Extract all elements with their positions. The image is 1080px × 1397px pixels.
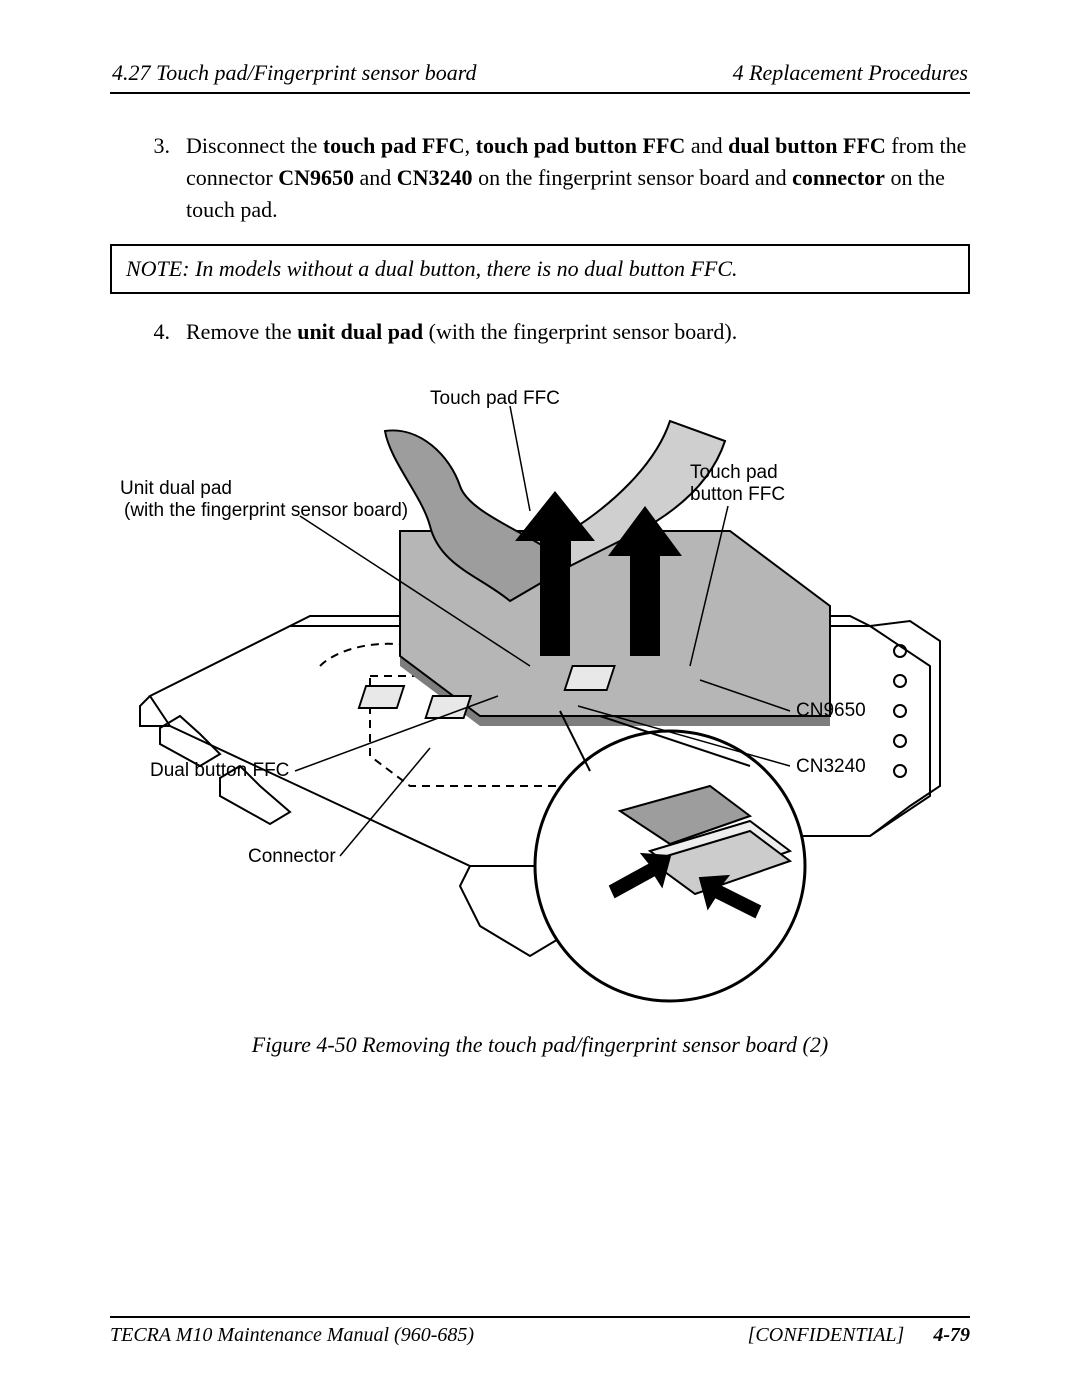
step-number: 4. [110, 316, 186, 348]
label-dual-button-ffc: Dual button FFC [150, 760, 289, 782]
figure-caption: Figure 4-50 Removing the touch pad/finge… [110, 1032, 970, 1058]
page: 4.27 Touch pad/Fingerprint sensor board … [0, 0, 1080, 1397]
step-3: 3. Disconnect the touch pad FFC, touch p… [110, 130, 970, 226]
label-cn3240: CN3240 [796, 756, 866, 778]
footer-right: [CONFIDENTIAL] 4-79 [748, 1324, 970, 1347]
step-number: 3. [110, 130, 186, 226]
footer-confidential: [CONFIDENTIAL] [748, 1324, 905, 1346]
page-footer: TECRA M10 Maintenance Manual (960-685) [… [110, 1316, 970, 1347]
label-cn9650: CN9650 [796, 700, 866, 722]
page-content: 3. Disconnect the touch pad FFC, touch p… [110, 94, 970, 1058]
step-body: Disconnect the touch pad FFC, touch pad … [186, 130, 970, 226]
figure-diagram: Touch pad FFC Unit dual pad (with the fi… [110, 366, 970, 1006]
header-left: 4.27 Touch pad/Fingerprint sensor board [112, 60, 476, 86]
step-body: Remove the unit dual pad (with the finge… [186, 316, 970, 348]
diagram-svg [110, 366, 970, 1006]
step-4: 4. Remove the unit dual pad (with the fi… [110, 316, 970, 348]
note-text: In models without a dual button, there i… [190, 256, 738, 281]
header-right: 4 Replacement Procedures [733, 60, 968, 86]
label-touch-pad-button-ffc-l2: button FFC [690, 484, 785, 506]
footer-page-number: 4-79 [933, 1324, 970, 1346]
label-touch-pad-ffc: Touch pad FFC [430, 388, 560, 410]
page-header: 4.27 Touch pad/Fingerprint sensor board … [110, 60, 970, 94]
label-touch-pad-button-ffc-l1: Touch pad [690, 462, 778, 484]
note-box: NOTE: In models without a dual button, t… [110, 244, 970, 294]
note-label: NOTE: [126, 256, 190, 281]
label-connector: Connector [248, 846, 336, 868]
footer-left: TECRA M10 Maintenance Manual (960-685) [110, 1324, 474, 1347]
label-unit-dual-pad-l1: Unit dual pad [120, 478, 232, 500]
label-unit-dual-pad-l2: (with the fingerprint sensor board) [124, 500, 408, 522]
